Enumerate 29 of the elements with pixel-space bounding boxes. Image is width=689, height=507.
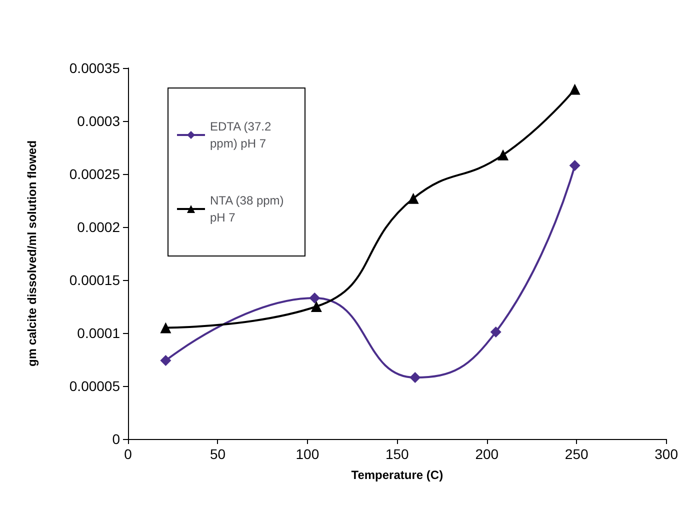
y-tick-label: 0 xyxy=(112,431,120,447)
y-tick-label: 0.00025 xyxy=(69,166,120,182)
y-tick-label: 0.00035 xyxy=(69,60,120,76)
point xyxy=(569,160,580,172)
y-tick-label: 0.00015 xyxy=(69,272,120,288)
x-tick-label: 300 xyxy=(654,446,678,462)
x-tick-label: 100 xyxy=(296,446,320,462)
point xyxy=(160,322,172,334)
y-tick-label: 0.0002 xyxy=(77,219,120,235)
point xyxy=(408,192,419,204)
y-axis-title: gm calcite dissolved/ml solution flowed xyxy=(25,140,39,367)
point xyxy=(490,326,502,338)
y-tick-label: 0.0001 xyxy=(77,325,120,341)
x-tick-label: 150 xyxy=(385,446,410,462)
x-tick-label: 50 xyxy=(210,446,226,462)
y-tick-label: 0.0003 xyxy=(77,113,120,129)
x-axis-title: Temperature (C) xyxy=(351,468,444,482)
point xyxy=(498,149,509,160)
point xyxy=(310,301,322,312)
point xyxy=(309,292,320,304)
x-tick-label: 200 xyxy=(475,446,499,462)
x-tick-label: 250 xyxy=(564,446,588,462)
legend-label: EDTA (37.2 ppm) pH 7 xyxy=(210,120,274,150)
y-tick-label: 0.00005 xyxy=(69,378,120,394)
legend-label: NTA (38 ppm) pH 7 xyxy=(210,194,288,224)
point xyxy=(569,84,580,95)
point xyxy=(160,355,172,366)
x-tick-label: 0 xyxy=(124,446,132,462)
point xyxy=(410,372,421,384)
